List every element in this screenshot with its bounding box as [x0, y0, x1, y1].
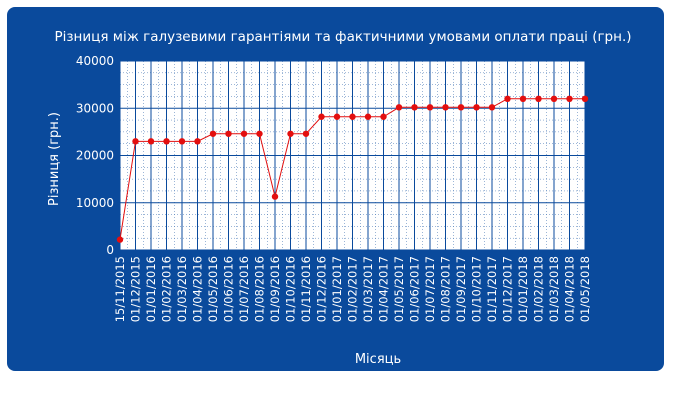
data-point [535, 95, 542, 103]
x-tick-label: 01/12/2015 [129, 256, 143, 322]
data-point [488, 104, 496, 111]
data-point [581, 95, 589, 103]
x-tick-label: 01/04/2017 [377, 256, 391, 322]
data-point [550, 95, 558, 103]
chart-title: Різниця між галузевими гарантіями та фак… [54, 29, 631, 45]
data-point [318, 113, 325, 120]
data-point [519, 95, 527, 103]
y-tick-label: 10000 [76, 196, 114, 210]
data-point [194, 138, 201, 145]
data-point [395, 104, 403, 111]
y-tick-label: 20000 [76, 149, 114, 163]
data-point [457, 104, 465, 111]
line-chart: Різниця між галузевими гарантіями та фак… [47, 29, 632, 367]
x-tick-label: 01/09/2017 [454, 256, 468, 322]
data-point [225, 130, 232, 137]
data-point [271, 193, 279, 200]
x-tick-label: 01/05/2016 [206, 256, 220, 322]
data-point [380, 113, 387, 120]
data-point [411, 104, 418, 111]
data-point [163, 138, 170, 145]
data-point [240, 130, 248, 137]
x-tick-label: 01/05/2018 [578, 256, 592, 322]
x-axis-label: Місяць [355, 352, 401, 367]
x-tick-label: 01/01/2017 [330, 256, 344, 322]
data-point [566, 95, 573, 103]
x-tick-label: 01/02/2016 [160, 256, 174, 322]
data-point [132, 138, 139, 145]
x-tick-label: 01/04/2016 [191, 256, 205, 322]
data-point [442, 104, 449, 111]
x-tick-label: 01/05/2017 [392, 256, 406, 322]
data-point [256, 130, 263, 137]
data-point [209, 130, 217, 137]
x-tick-label: 01/11/2016 [299, 256, 313, 322]
y-axis-label: Різниця (грн.) [47, 112, 62, 206]
y-tick-label: 30000 [76, 101, 114, 115]
data-point [302, 130, 310, 137]
x-tick-label: 01/06/2016 [222, 256, 236, 322]
data-point [178, 138, 186, 145]
major-grid [119, 60, 586, 251]
data-point [364, 113, 372, 120]
x-tick-label: 01/12/2017 [501, 256, 515, 322]
x-tick-label: 01/02/2018 [532, 256, 546, 322]
y-tick-label: 40000 [76, 54, 114, 68]
x-tick-label: 01/03/2017 [361, 256, 375, 322]
x-tick-label: 01/08/2017 [439, 256, 453, 322]
x-tick-label: 01/11/2017 [485, 256, 499, 322]
x-tick-label: 01/01/2018 [516, 256, 530, 322]
x-tick-label: 01/04/2018 [563, 256, 577, 322]
y-tick-label: 0 [106, 243, 114, 257]
x-tick-label: 01/10/2017 [470, 256, 484, 322]
x-tick-label: 01/02/2017 [346, 256, 360, 322]
data-point [473, 104, 480, 111]
x-tick-label: 01/03/2018 [547, 256, 561, 322]
x-tick-label: 01/08/2016 [253, 256, 267, 322]
data-point [504, 95, 511, 103]
data-point [349, 113, 356, 120]
x-tick-label: 01/07/2016 [237, 256, 251, 322]
x-tick-label: 01/07/2017 [423, 256, 437, 322]
x-tick-label: 01/12/2016 [315, 256, 329, 322]
x-tick-label: 01/06/2017 [408, 256, 422, 322]
x-tick-label: 01/03/2016 [175, 256, 189, 322]
data-point [116, 236, 124, 243]
x-tick-label: 15/11/2015 [113, 256, 127, 322]
data-point [426, 104, 434, 111]
chart-panel: Різниця між галузевими гарантіями та фак… [7, 7, 664, 371]
x-tick-label: 01/01/2016 [144, 256, 158, 322]
data-point [287, 130, 294, 137]
x-tick-label: 01/09/2016 [268, 256, 282, 322]
data-point [147, 138, 155, 145]
data-point [333, 113, 341, 120]
x-tick-label: 01/10/2016 [284, 256, 298, 322]
